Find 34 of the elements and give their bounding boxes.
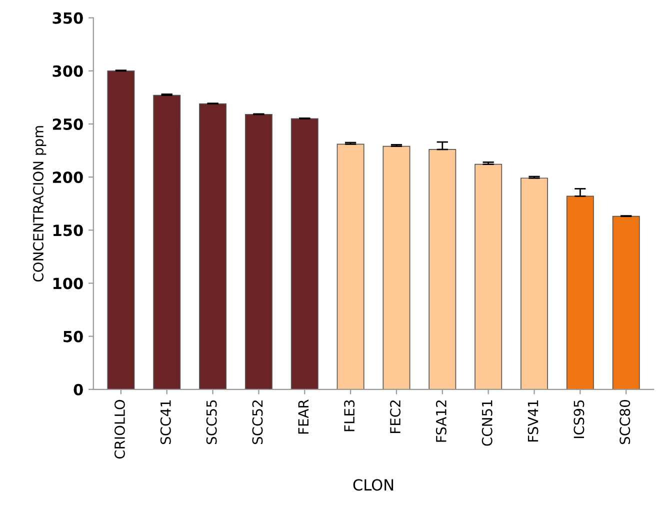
y-tick-label: 250: [52, 118, 83, 130]
x-tick-label: FEAR: [298, 400, 308, 434]
bar: [566, 196, 594, 390]
x-tick-label: FSA12: [436, 400, 446, 442]
x-tick-label: SCC52: [252, 400, 263, 444]
x-tick-label: FSV41: [528, 400, 538, 442]
y-axis-title: CONCENTRACION ppm: [33, 126, 46, 282]
x-tick-label: FLE3: [344, 400, 355, 432]
x-axis-title: CLON: [353, 479, 394, 491]
x-tick-label: SCC41: [160, 400, 171, 444]
x-tick-label: CCN51: [482, 400, 492, 446]
x-tick-label: CRIOLLO: [114, 400, 125, 459]
bar: [336, 144, 364, 390]
y-tick-label: 350: [52, 12, 83, 24]
y-tick-label: 150: [53, 224, 83, 236]
x-tick-label: SCC55: [206, 400, 217, 444]
bar: [612, 216, 640, 390]
bar: [382, 146, 410, 390]
bar: [520, 178, 548, 390]
y-tick-label: 100: [53, 278, 83, 290]
x-tick-label: SCC80: [620, 400, 630, 444]
x-tick-label: ICS95: [574, 400, 584, 438]
bar: [153, 94, 181, 390]
bar: [290, 118, 318, 390]
y-tick-label: 50: [64, 330, 83, 342]
y-tick-label: 0: [74, 384, 83, 396]
bar: [199, 103, 227, 390]
y-tick-label: 200: [52, 172, 83, 184]
bar: [428, 149, 456, 390]
x-tick-label: FEC2: [390, 400, 401, 434]
y-tick-label: 300: [52, 65, 83, 77]
bar: [107, 70, 135, 390]
bar: [244, 114, 272, 390]
bar: [474, 164, 502, 390]
